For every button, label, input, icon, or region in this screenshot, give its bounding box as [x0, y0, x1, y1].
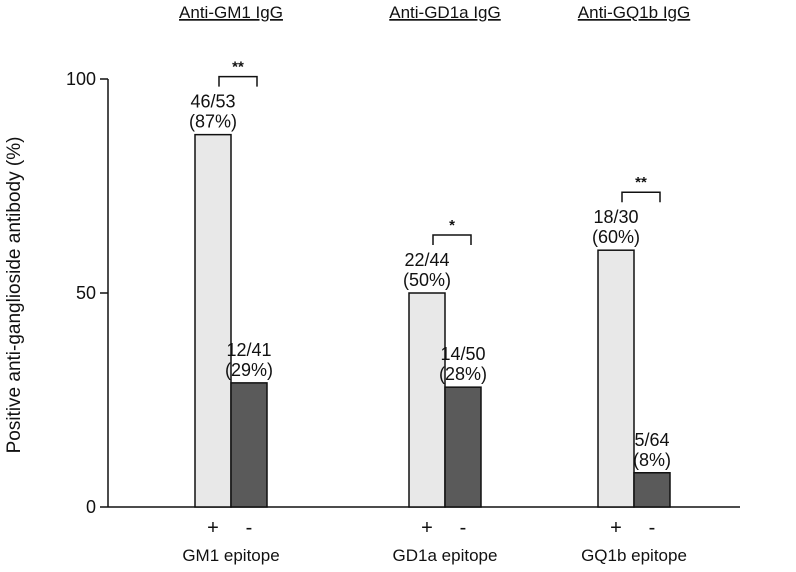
bar-0-1 [230, 382, 268, 508]
y-ticks: 0 50 100 [66, 69, 108, 517]
epitope-label-2: GQ1b epitope [581, 546, 687, 565]
significance-marker-1: * [449, 217, 455, 234]
significance-marker-2: ** [635, 174, 647, 191]
bar-group-1: 22/44(50%) +14/50(28%) - Anti-GD1a IgG GD1a … [389, 3, 501, 565]
epitope-sign-2-1: - [649, 517, 656, 539]
bar-2-1 [633, 472, 671, 508]
epitope-label-1: GD1a epitope [393, 546, 498, 565]
significance-bracket-2 [621, 191, 661, 203]
data-label-count-0-0: 46/53 [190, 92, 235, 112]
data-label-pct-0-1: (29%) [225, 360, 273, 380]
y-tick-label-2: 100 [66, 69, 96, 89]
significance-bracket-1 [432, 234, 472, 245]
data-label-count-1-1: 14/50 [440, 344, 485, 364]
bar-1-1 [444, 386, 482, 508]
epitope-sign-1-1: - [460, 517, 467, 539]
data-label-pct-0-0: (87%) [189, 112, 237, 132]
y-axis-label: Positive anti-ganglioside antibody (%) [4, 137, 25, 454]
bar-0-0 [194, 133, 232, 508]
bar-group-0: 46/53(87%) +12/41(29%) - Anti-GM1 IgG GM1 ep… [179, 3, 283, 565]
epitope-sign-0-0: + [207, 517, 219, 539]
group-title-0: Anti-GM1 IgG [179, 3, 283, 22]
epitope-sign-0-1: - [246, 517, 253, 539]
significance-marker-0: ** [232, 59, 244, 76]
bar-groups: 46/53(87%) +12/41(29%) - Anti-GM1 IgG GM1 ep… [179, 3, 690, 565]
data-label-pct-2-1: (8%) [633, 450, 671, 470]
data-label-count-2-1: 5/64 [634, 430, 669, 450]
epitope-label-0: GM1 epitope [182, 546, 279, 565]
bar-group-2: 18/30(60%) +5/64(8%) - Anti-GQ1b IgG GQ1b ep… [578, 3, 690, 565]
data-label-pct-2-0: (60%) [592, 227, 640, 247]
bar-1-0 [408, 292, 446, 508]
epitope-sign-1-0: + [421, 517, 433, 539]
significance-bracket-0 [218, 75, 258, 87]
data-label-pct-1-1: (28%) [439, 364, 487, 384]
group-title-2: Anti-GQ1b IgG [578, 3, 690, 22]
bar-2-0 [597, 249, 635, 508]
data-label-count-1-0: 22/44 [404, 250, 449, 270]
data-label-pct-1-0: (50%) [403, 270, 451, 290]
group-title-1: Anti-GD1a IgG [389, 3, 501, 22]
data-label-count-0-1: 12/41 [226, 340, 271, 360]
y-tick-label-0: 0 [86, 497, 96, 517]
epitope-sign-2-0: + [610, 517, 622, 539]
y-tick-label-1: 50 [76, 283, 96, 303]
data-label-count-2-0: 18/30 [593, 207, 638, 227]
